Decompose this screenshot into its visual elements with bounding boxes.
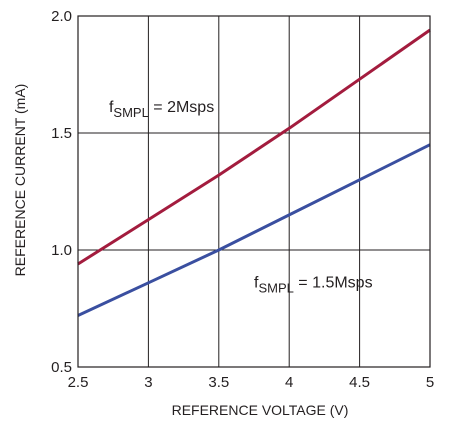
x-axis-label: REFERENCE VOLTAGE (V) [172, 402, 349, 418]
series-label-0: fSMPL = 2Msps [109, 99, 214, 120]
series-line-1 [77, 143, 431, 317]
plot-frame [77, 15, 431, 368]
series-label-main: f [109, 99, 114, 116]
x-tick-label: 4.5 [349, 374, 370, 391]
series-layer [77, 28, 431, 317]
x-tick-label: 3 [144, 374, 152, 391]
series-label-main: f [254, 274, 259, 291]
series-label-rest: = 2Msps [149, 99, 214, 116]
series-label-sub: SMPL [113, 105, 148, 120]
x-tick-label: 4 [285, 374, 293, 391]
x-tick-label: 2.5 [68, 374, 89, 391]
y-tick-label: 0.5 [51, 359, 72, 376]
grid [78, 16, 430, 367]
y-tick-label: 1.5 [51, 125, 72, 142]
x-tick-label: 3.5 [208, 374, 229, 391]
y-tick-label: 2.0 [51, 8, 72, 25]
series-label-sub: SMPL [258, 280, 293, 295]
x-tick-label: 5 [426, 374, 434, 391]
y-tick-label: 1.0 [51, 242, 72, 259]
series-line-0 [77, 28, 431, 266]
series-label-rest: = 1.5Msps [294, 274, 373, 291]
series-label-1: fSMPL = 1.5Msps [254, 274, 373, 295]
ticks-layer: 2.5 3 3.5 4 4.5 5 0.5 1.0 1.5 2.0 [51, 8, 434, 391]
y-axis-label: REFERENCE CURRENT (mA) [12, 84, 28, 277]
